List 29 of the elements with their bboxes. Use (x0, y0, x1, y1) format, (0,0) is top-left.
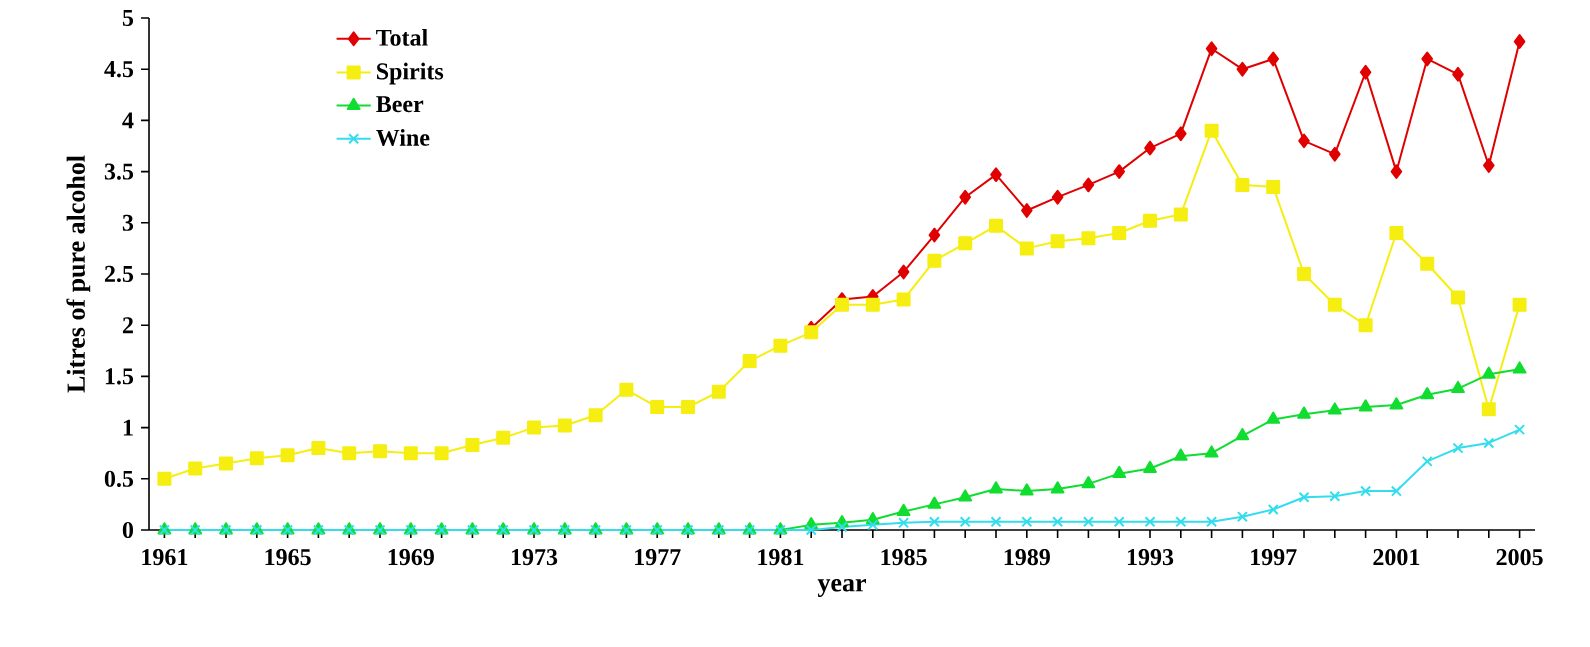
x-tick-label: 1973 (511, 549, 558, 566)
x-tick-label: 1989 (1004, 549, 1050, 566)
x-tick-label: 2001 (1373, 549, 1420, 566)
y-tick-label: 0 (122, 521, 134, 539)
x-axis-title: year (817, 578, 866, 597)
y-tick-label: 2.5 (104, 265, 134, 283)
legend-label: Beer (376, 96, 424, 113)
y-tick-label: 5 (122, 10, 134, 26)
x-tick-label: 1997 (1251, 549, 1297, 566)
x-tick-label: 2005 (1496, 549, 1543, 566)
x-tick-label: 1969 (388, 549, 434, 566)
y-tick-label: 2 (122, 317, 133, 334)
legend-label: Spirits (377, 62, 444, 85)
x-tick-label: 1993 (1127, 549, 1174, 566)
y-tick-label: 4.5 (104, 61, 134, 78)
y-tick-label: 4 (122, 112, 134, 129)
y-tick-label: 3.5 (104, 163, 134, 180)
x-tick-label: 1961 (142, 549, 188, 566)
y-axis-title: Litres of pure alcohol (66, 155, 91, 393)
x-tick-label: 1977 (635, 549, 681, 566)
y-tick-label: 3 (122, 214, 134, 231)
y-tick-label: 1.5 (105, 368, 134, 385)
y-tick-label: 1 (123, 419, 133, 436)
legend-label: Total (376, 28, 428, 46)
x-tick-label: 1985 (881, 549, 927, 566)
x-tick-label: 1981 (758, 549, 804, 566)
y-tick-label: 0.5 (104, 470, 134, 487)
legend-label: Wine (376, 128, 430, 146)
x-tick-label: 1965 (265, 549, 311, 566)
